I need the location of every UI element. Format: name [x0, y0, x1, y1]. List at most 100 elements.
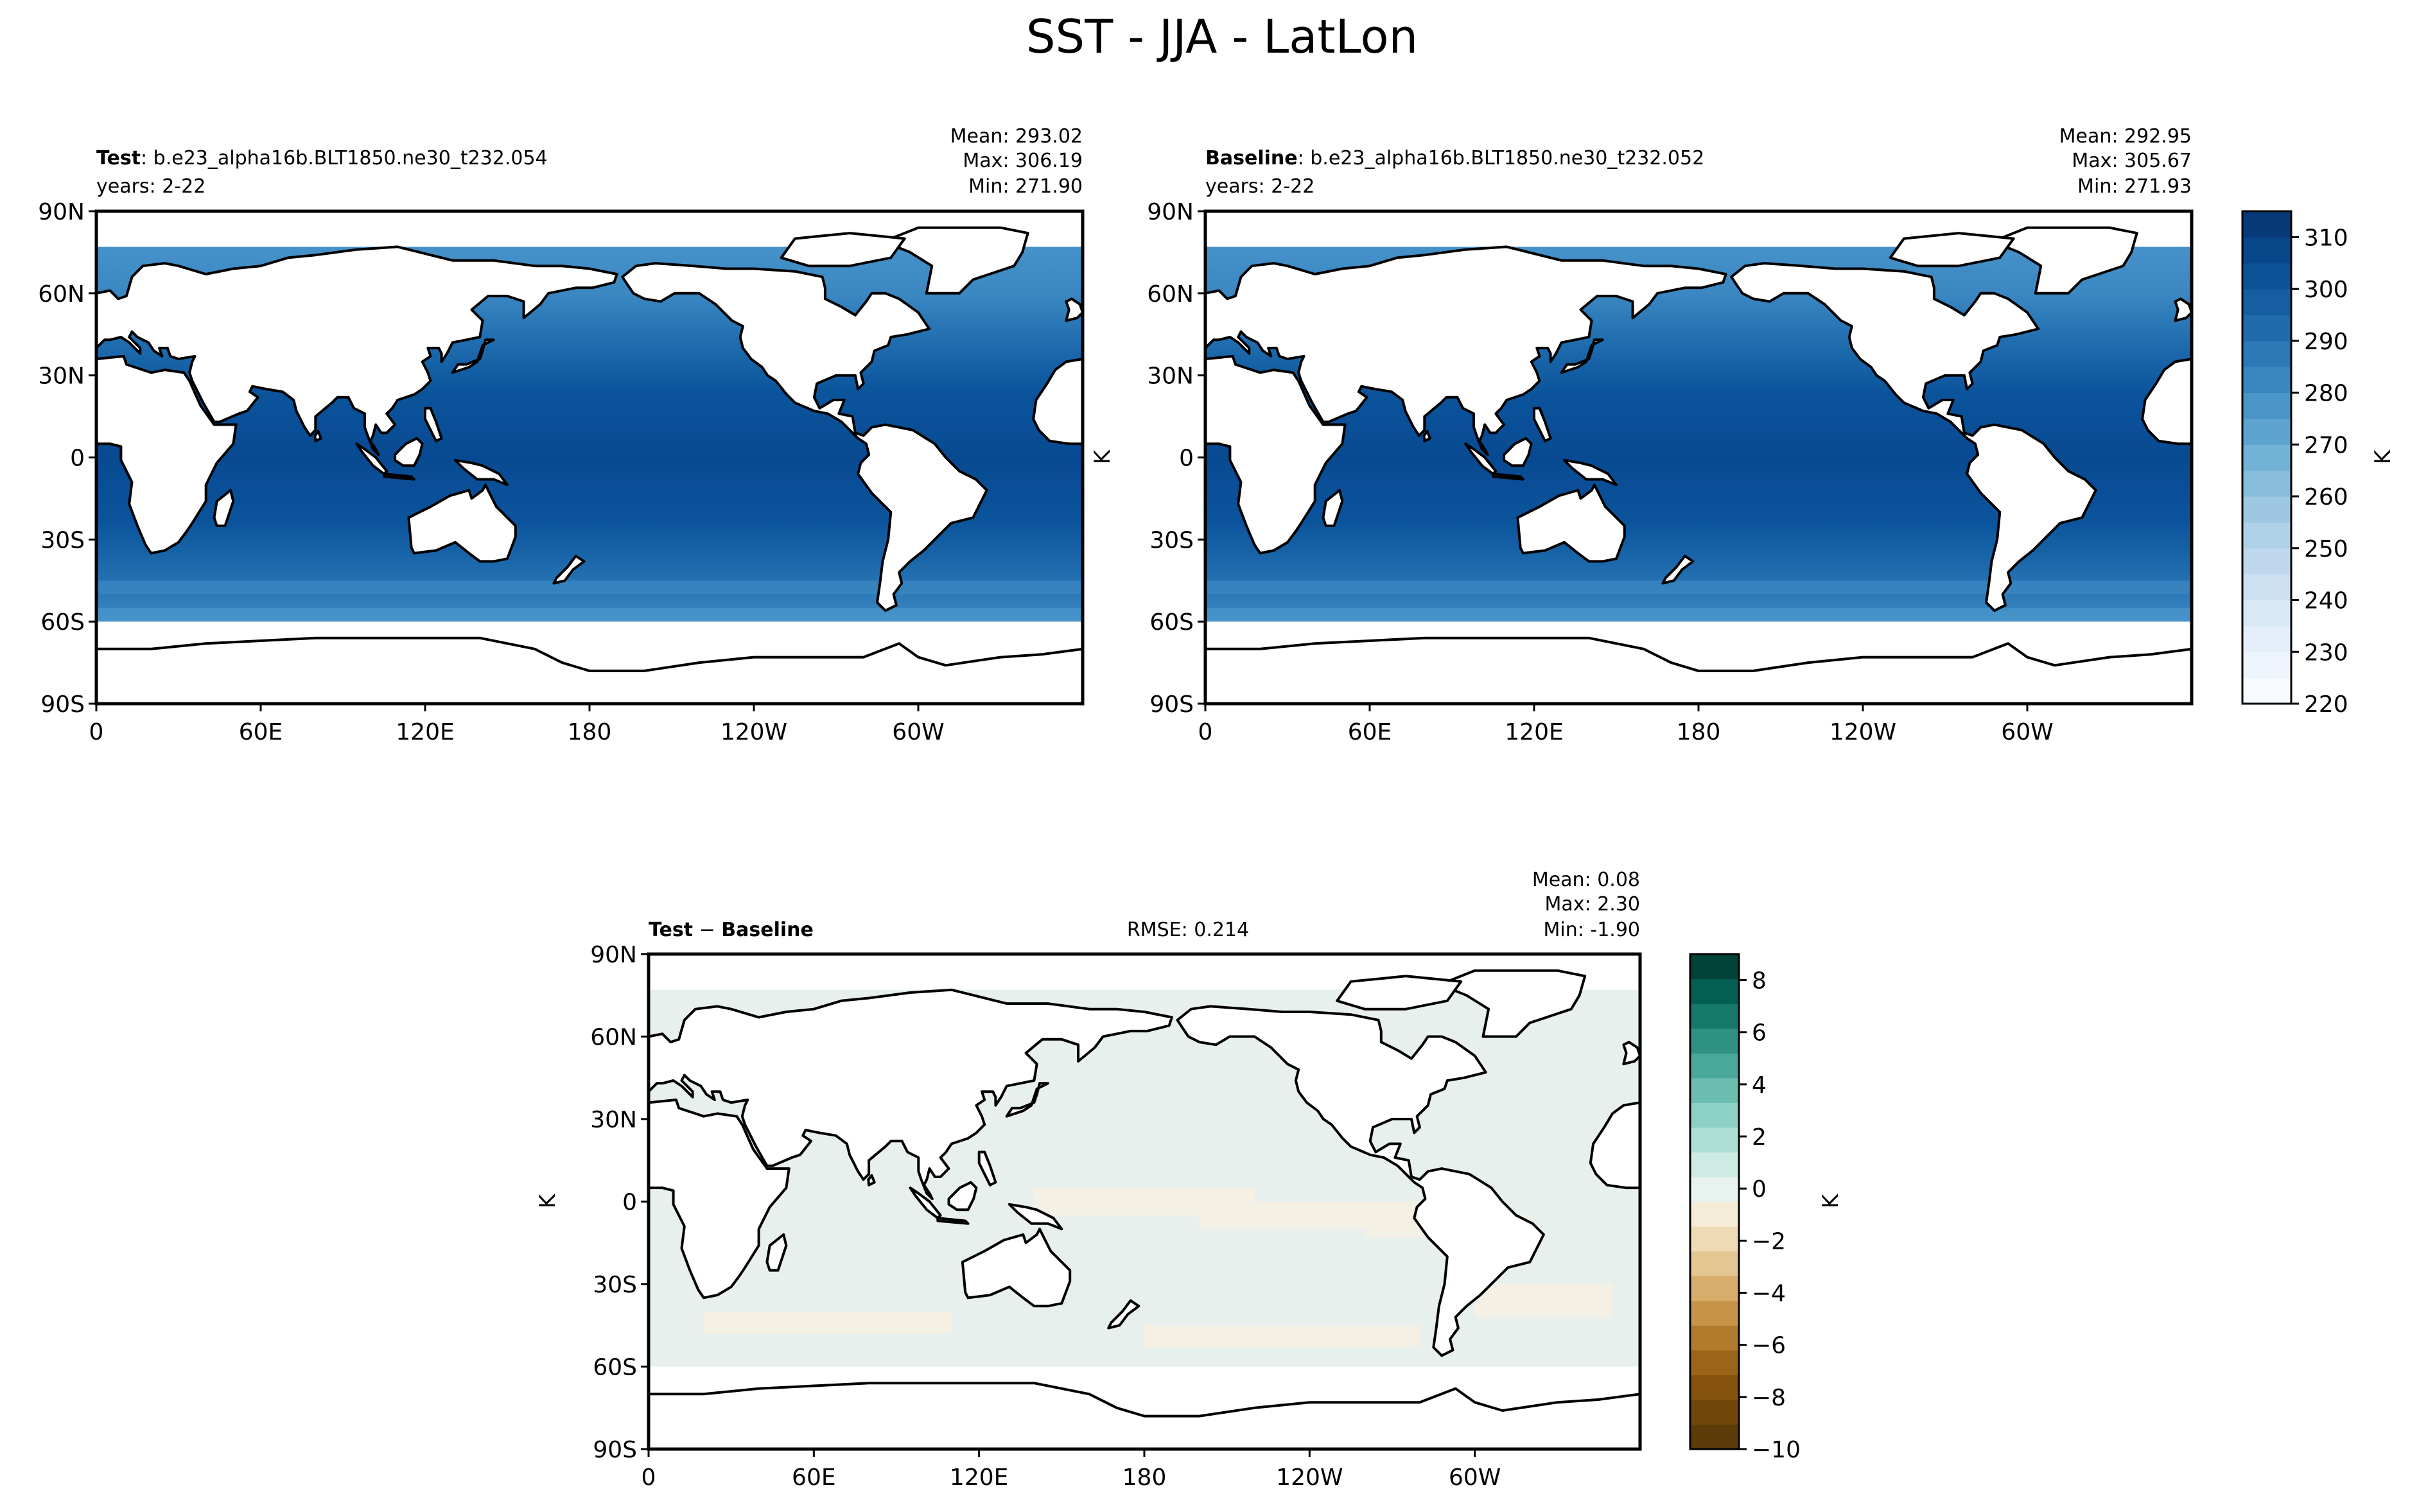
difference-ytick-label: 90N	[590, 942, 637, 968]
difference-colorbar-swatch	[1690, 1424, 1739, 1450]
baseline-title-case: : b.e23_alpha16b.BLT1850.ne30_t232.052	[1298, 147, 1705, 169]
difference-ytick-label: 60S	[593, 1355, 637, 1381]
baseline-ylabel: K	[1090, 449, 1115, 464]
landmass-antarctica	[96, 636, 1083, 704]
test-xtick-label: 60W	[892, 719, 944, 745]
landmass-philippines	[977, 1151, 997, 1186]
difference-colorbar-tick-label: 6	[1752, 1020, 1767, 1047]
sst-band	[96, 607, 1083, 622]
landmass-madagascar	[1322, 489, 1344, 527]
landmass-europe-asia	[1205, 245, 1727, 456]
test-years: years: 2-22	[96, 175, 205, 198]
difference-colorbar-swatch	[1690, 1350, 1739, 1375]
difference-title-test: Test	[649, 919, 693, 941]
baseline-land	[1205, 211, 2192, 704]
difference-colorbar-swatch	[1690, 954, 1739, 980]
landmass-new-guinea	[1562, 458, 1618, 487]
difference-colorbar-swatch	[1690, 978, 1739, 1004]
landmass-java	[936, 1217, 970, 1225]
baseline-ytick-label: 30N	[1147, 363, 1194, 390]
landmass-new-zealand	[1107, 1299, 1140, 1330]
sst-colorbar-swatch	[2242, 600, 2291, 627]
sst-colorbar-tick-label: 260	[2304, 484, 2348, 510]
sst-colorbar-swatch	[2242, 444, 2291, 471]
baseline-xtick-label: 0	[1198, 719, 1213, 745]
sst-colorbar-tick-label: 290	[2304, 329, 2348, 355]
difference-colorbar-tick-label: −8	[1752, 1385, 1786, 1411]
sst-colorbar-swatch	[2242, 315, 2291, 342]
landmass-new-guinea	[1008, 1203, 1063, 1231]
difference-ytick-label: 0	[622, 1190, 637, 1216]
sst-colorbar-tick-label: 310	[2304, 225, 2348, 251]
difference-stat-min: Min: -1.90	[1544, 919, 1641, 941]
difference-colorbar-swatch	[1690, 1226, 1739, 1252]
landmass-africa	[649, 1099, 790, 1299]
landmass-madagascar	[213, 489, 235, 527]
test-ytick-label: 90S	[40, 691, 85, 718]
baseline-xtick-label: 60W	[2001, 719, 2053, 745]
difference-stat-mean: Mean: 0.08	[1532, 869, 1640, 891]
landmass-indonesia	[1464, 442, 1498, 476]
baseline-xtick-label: 60E	[1348, 719, 1392, 745]
landmass-europe-asia	[649, 988, 1173, 1201]
test-xtick-label: 0	[89, 719, 104, 745]
negative-anomaly-patch	[1144, 1325, 1420, 1348]
test-xtick-label: 120W	[720, 719, 787, 745]
test-xtick-label: 180	[568, 719, 612, 745]
test-ytick-label: 60N	[38, 281, 85, 308]
baseline-ytick-label: 90S	[1149, 691, 1194, 718]
difference-land	[649, 954, 1640, 1449]
difference-xtick-label: 0	[642, 1464, 656, 1491]
difference-colorbar-swatch	[1690, 1201, 1739, 1227]
baseline-map-panel: Baseline: b.e23_alpha16b.BLT1850.ne30_t2…	[1090, 125, 2194, 745]
difference-colorbar-swatch	[1690, 1176, 1739, 1203]
landmass-arctic-islands	[1889, 232, 2015, 268]
baseline-xtick-label: 180	[1677, 719, 1721, 745]
difference-xtick-label: 120W	[1276, 1464, 1343, 1491]
test-map-panel: Test: b.e23_alpha16b.BLT1850.ne30_t232.0…	[38, 125, 1085, 745]
landmass-sri-lanka	[867, 1174, 876, 1186]
landmass-europe-asia	[96, 245, 618, 456]
difference-colorbar-swatch	[1690, 1053, 1739, 1079]
test-xtick-label: 120E	[396, 719, 454, 745]
test-title: Test: b.e23_alpha16b.BLT1850.ne30_t232.0…	[96, 147, 548, 169]
landmass-java	[1492, 473, 1524, 481]
difference-colorbar-swatch	[1690, 1325, 1739, 1351]
difference-title: Test − Baseline	[649, 919, 814, 941]
landmass-britain	[2174, 297, 2192, 322]
baseline-ytick-label: 30S	[1149, 527, 1194, 553]
landmass-africa-west	[1032, 358, 1083, 446]
landmass-britain	[1065, 297, 1083, 322]
baseline-ytick-label: 0	[1179, 446, 1194, 472]
baseline-years: years: 2-22	[1205, 175, 1314, 198]
sst-colorbar-swatch	[2242, 574, 2291, 601]
landmass-new-guinea	[453, 458, 509, 487]
test-ytick-label: 30N	[38, 363, 85, 390]
difference-colorbar-label: K	[1818, 1193, 1844, 1208]
baseline-stat-min: Min: 271.93	[2077, 175, 2192, 198]
landmass-britain	[1622, 1041, 1640, 1066]
difference-colorbar-tick-label: 8	[1752, 968, 1767, 995]
test-ytick-label: 0	[70, 446, 85, 472]
difference-colorbar-swatch	[1690, 1375, 1739, 1400]
difference-colorbar-swatch	[1690, 1004, 1739, 1029]
difference-colorbar-frame	[1689, 953, 1740, 1450]
landmass-antarctica	[1205, 636, 2192, 704]
difference-colorbar-swatch	[1690, 1102, 1739, 1128]
difference-xtick-label: 60E	[792, 1464, 836, 1491]
landmass-americas	[1730, 262, 2097, 613]
sst-colorbar-tick-label: 220	[2304, 691, 2348, 718]
landmass-australia	[407, 483, 517, 563]
landmass-arctic-islands	[1336, 975, 1463, 1011]
difference-ytick-label: 90S	[593, 1437, 637, 1463]
landmass-africa-west	[1589, 1101, 1640, 1190]
sst-colorbar-swatch	[2242, 652, 2291, 679]
test-stat-min: Min: 271.90	[968, 175, 1083, 198]
difference-ytick-label: 30S	[593, 1272, 637, 1298]
difference-colorbar-tick-label: −6	[1752, 1333, 1786, 1359]
landmass-africa	[96, 354, 238, 555]
difference-ytick-label: 30N	[590, 1107, 637, 1133]
sst-colorbar-swatch	[2242, 289, 2291, 316]
landmass-sri-lanka	[313, 430, 322, 442]
landmass-arctic-islands	[780, 232, 906, 268]
